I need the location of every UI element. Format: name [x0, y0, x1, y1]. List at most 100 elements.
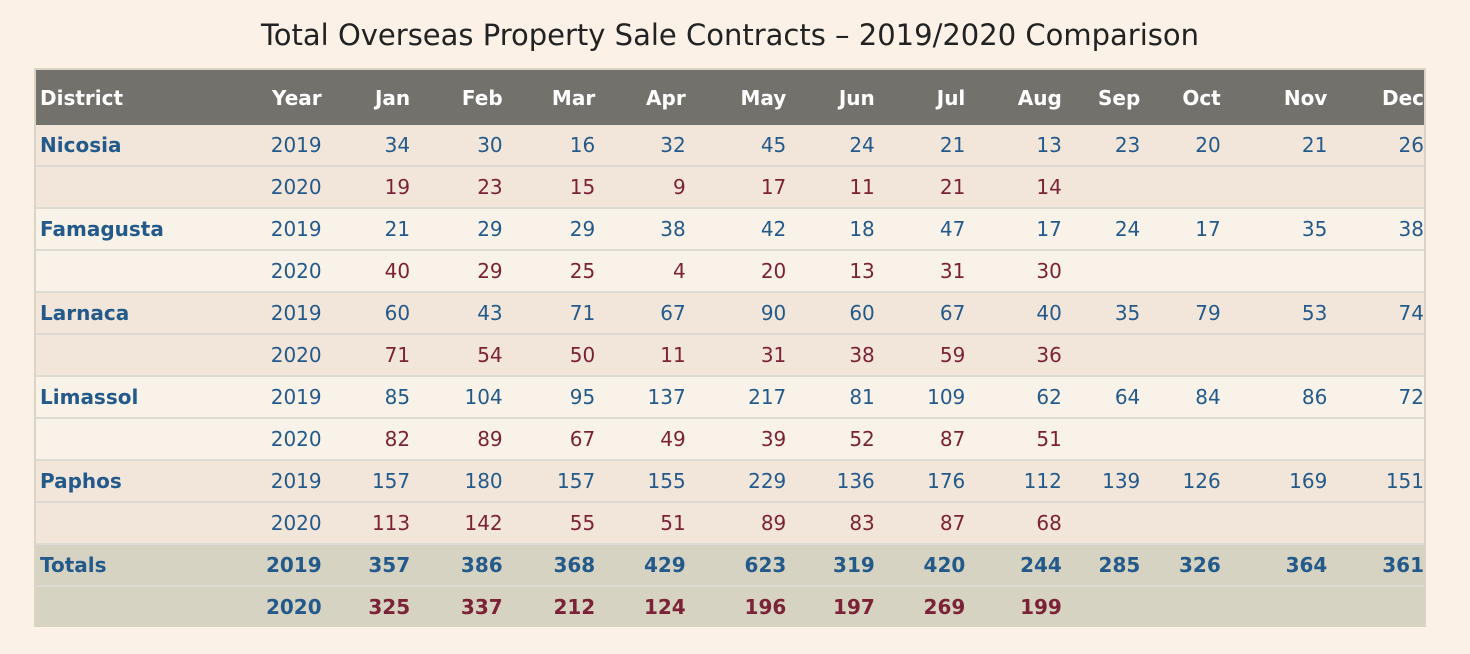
value-cell-may: 623 [685, 543, 787, 586]
value-cell-dec: 38 [1327, 207, 1424, 250]
district-cell: Nicosia [36, 125, 252, 166]
value-cell-apr: 11 [595, 333, 686, 376]
value-cell-may: 20 [685, 249, 787, 292]
column-header-nov: Nov [1220, 70, 1328, 125]
value-cell-mar: 15 [502, 165, 596, 208]
value-cell-may: 217 [685, 375, 787, 418]
value-cell-dec [1327, 333, 1424, 376]
value-cell-aug: 68 [965, 501, 1062, 544]
year-cell: 2020 [251, 585, 322, 627]
value-cell-apr: 4 [595, 249, 686, 292]
value-cell-may: 229 [685, 459, 787, 502]
district-cell: Totals [36, 543, 252, 586]
district-cell [36, 417, 252, 460]
value-cell-aug: 244 [965, 543, 1062, 586]
value-cell-dec: 74 [1327, 291, 1424, 334]
value-cell-aug: 112 [965, 459, 1062, 502]
value-cell-jun: 52 [786, 417, 875, 460]
column-header-feb: Feb [410, 70, 503, 125]
column-header-jun: Jun [786, 70, 875, 125]
sales-table: District Year Jan Feb Mar Apr May Jun Jul Aug Sep O… [36, 70, 1424, 627]
value-cell-mar: 95 [502, 375, 596, 418]
value-cell-may: 196 [685, 585, 787, 627]
value-cell-apr: 32 [595, 125, 686, 166]
value-cell-jul: 109 [874, 375, 966, 418]
value-cell-jun: 81 [786, 375, 875, 418]
district-cell [36, 249, 252, 292]
value-cell-jul: 21 [874, 125, 966, 166]
year-cell: 2019 [251, 125, 322, 166]
table-row: 2020 82 89 67 49 39 52 87 51 [36, 417, 1424, 460]
year-cell: 2020 [251, 333, 322, 376]
value-cell-oct [1140, 249, 1221, 292]
value-cell-dec: 361 [1327, 543, 1424, 586]
value-cell-aug: 62 [965, 375, 1062, 418]
year-cell: 2019 [251, 459, 322, 502]
table-row: 2020 40 29 25 4 20 13 31 30 [36, 249, 1424, 292]
value-cell-apr: 49 [595, 417, 686, 460]
value-cell-jul: 67 [874, 291, 966, 334]
value-cell-oct [1140, 585, 1221, 627]
table-row: 2020 113 142 55 51 89 83 87 68 [36, 501, 1424, 544]
value-cell-jul: 176 [874, 459, 966, 502]
column-header-sep: Sep [1061, 70, 1141, 125]
value-cell-apr: 155 [595, 459, 686, 502]
value-cell-mar: 55 [502, 501, 596, 544]
district-cell [36, 333, 252, 376]
value-cell-jan: 21 [321, 207, 411, 250]
value-cell-jan: 71 [321, 333, 411, 376]
value-cell-nov: 21 [1220, 125, 1328, 166]
table-row: Nicosia 2019 34 30 16 32 45 24 21 13 23 20 21 26 [36, 125, 1424, 166]
value-cell-nov: 35 [1220, 207, 1328, 250]
value-cell-feb: 104 [410, 375, 503, 418]
totals-row: Totals 2019 357 386 368 429 623 319 420 244 285 326… [36, 543, 1424, 586]
value-cell-jan: 113 [321, 501, 411, 544]
value-cell-sep [1061, 417, 1141, 460]
value-cell-jun: 18 [786, 207, 875, 250]
value-cell-may: 90 [685, 291, 787, 334]
value-cell-nov [1220, 249, 1328, 292]
value-cell-feb: 54 [410, 333, 503, 376]
value-cell-nov [1220, 333, 1328, 376]
year-cell: 2020 [251, 417, 322, 460]
value-cell-mar: 157 [502, 459, 596, 502]
value-cell-aug: 30 [965, 249, 1062, 292]
column-header-jan: Jan [321, 70, 411, 125]
value-cell-may: 42 [685, 207, 787, 250]
value-cell-feb: 29 [410, 249, 503, 292]
value-cell-sep [1061, 165, 1141, 208]
value-cell-apr: 38 [595, 207, 686, 250]
value-cell-jul: 87 [874, 501, 966, 544]
value-cell-mar: 25 [502, 249, 596, 292]
value-cell-apr: 51 [595, 501, 686, 544]
value-cell-sep: 24 [1061, 207, 1141, 250]
value-cell-oct [1140, 333, 1221, 376]
value-cell-apr: 9 [595, 165, 686, 208]
year-cell: 2019 [251, 375, 322, 418]
column-header-year: Year [251, 70, 322, 125]
value-cell-nov: 364 [1220, 543, 1328, 586]
value-cell-aug: 199 [965, 585, 1062, 627]
value-cell-may: 17 [685, 165, 787, 208]
value-cell-jun: 38 [786, 333, 875, 376]
value-cell-sep: 64 [1061, 375, 1141, 418]
value-cell-may: 39 [685, 417, 787, 460]
table-row: Larnaca 2019 60 43 71 67 90 60 67 40 35 79 53 74 [36, 291, 1424, 334]
value-cell-nov: 169 [1220, 459, 1328, 502]
value-cell-jul: 420 [874, 543, 966, 586]
value-cell-jun: 24 [786, 125, 875, 166]
value-cell-sep: 35 [1061, 291, 1141, 334]
value-cell-jan: 60 [321, 291, 411, 334]
value-cell-aug: 13 [965, 125, 1062, 166]
district-cell: Limassol [36, 375, 252, 418]
value-cell-aug: 40 [965, 291, 1062, 334]
value-cell-oct: 84 [1140, 375, 1221, 418]
value-cell-jan: 325 [321, 585, 411, 627]
value-cell-dec [1327, 417, 1424, 460]
value-cell-oct [1140, 501, 1221, 544]
value-cell-sep: 23 [1061, 125, 1141, 166]
value-cell-feb: 337 [410, 585, 503, 627]
value-cell-dec [1327, 249, 1424, 292]
value-cell-jan: 85 [321, 375, 411, 418]
value-cell-sep: 139 [1061, 459, 1141, 502]
